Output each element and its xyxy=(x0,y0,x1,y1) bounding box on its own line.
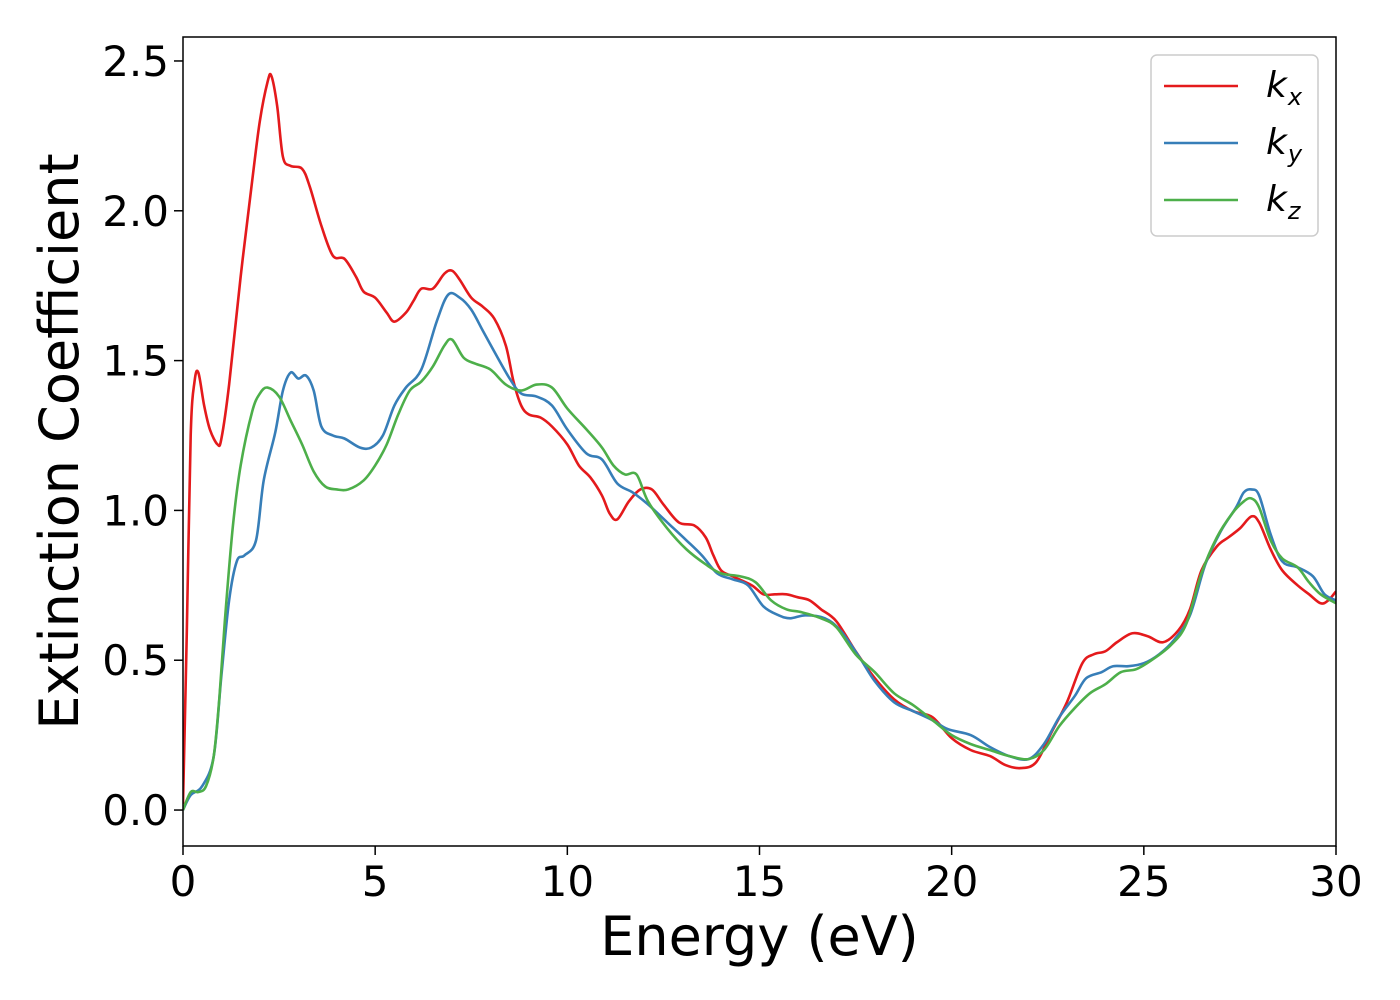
x-tick-label: 30 xyxy=(1309,857,1362,906)
legend-label-base: k xyxy=(1266,122,1289,163)
legend-label-x: kx xyxy=(1266,65,1303,111)
series-line-x xyxy=(183,72,1336,805)
x-tick-label: 25 xyxy=(1117,857,1170,906)
legend-label-subscript: y xyxy=(1287,140,1303,168)
y-tick-label: 1.5 xyxy=(102,337,169,386)
legend-label-y: ky xyxy=(1266,122,1303,168)
x-axis: 0 5 10 15 20 25 30 xyxy=(170,846,1363,906)
y-tick-label: 0.5 xyxy=(102,636,169,685)
legend-label-z: kz xyxy=(1266,179,1302,225)
y-tick-label: 1.0 xyxy=(102,486,169,535)
y-tick-label: 0.0 xyxy=(102,786,169,835)
x-tick-label: 15 xyxy=(733,857,786,906)
legend-label-base: k xyxy=(1266,65,1289,106)
x-axis-title: Energy (eV) xyxy=(600,905,919,968)
plot-lines xyxy=(183,72,1336,811)
x-tick-label: 10 xyxy=(541,857,594,906)
series-line-z xyxy=(183,337,1336,811)
x-tick-label: 5 xyxy=(362,857,389,906)
series-line-y xyxy=(183,291,1336,811)
y-axis: 0.0 0.5 1.0 1.5 2.0 2.5 xyxy=(102,37,183,835)
x-tick-label: 20 xyxy=(925,857,978,906)
y-axis-title: Extinction Coefficient xyxy=(28,153,91,729)
legend-label-base: k xyxy=(1266,179,1289,220)
legend-label-subscript: z xyxy=(1287,197,1302,225)
legend-label-subscript: x xyxy=(1287,83,1303,111)
y-tick-label: 2.0 xyxy=(102,187,169,236)
legend-frame xyxy=(1150,54,1319,237)
x-tick-label: 0 xyxy=(170,857,197,906)
y-tick-label: 2.5 xyxy=(102,37,169,86)
